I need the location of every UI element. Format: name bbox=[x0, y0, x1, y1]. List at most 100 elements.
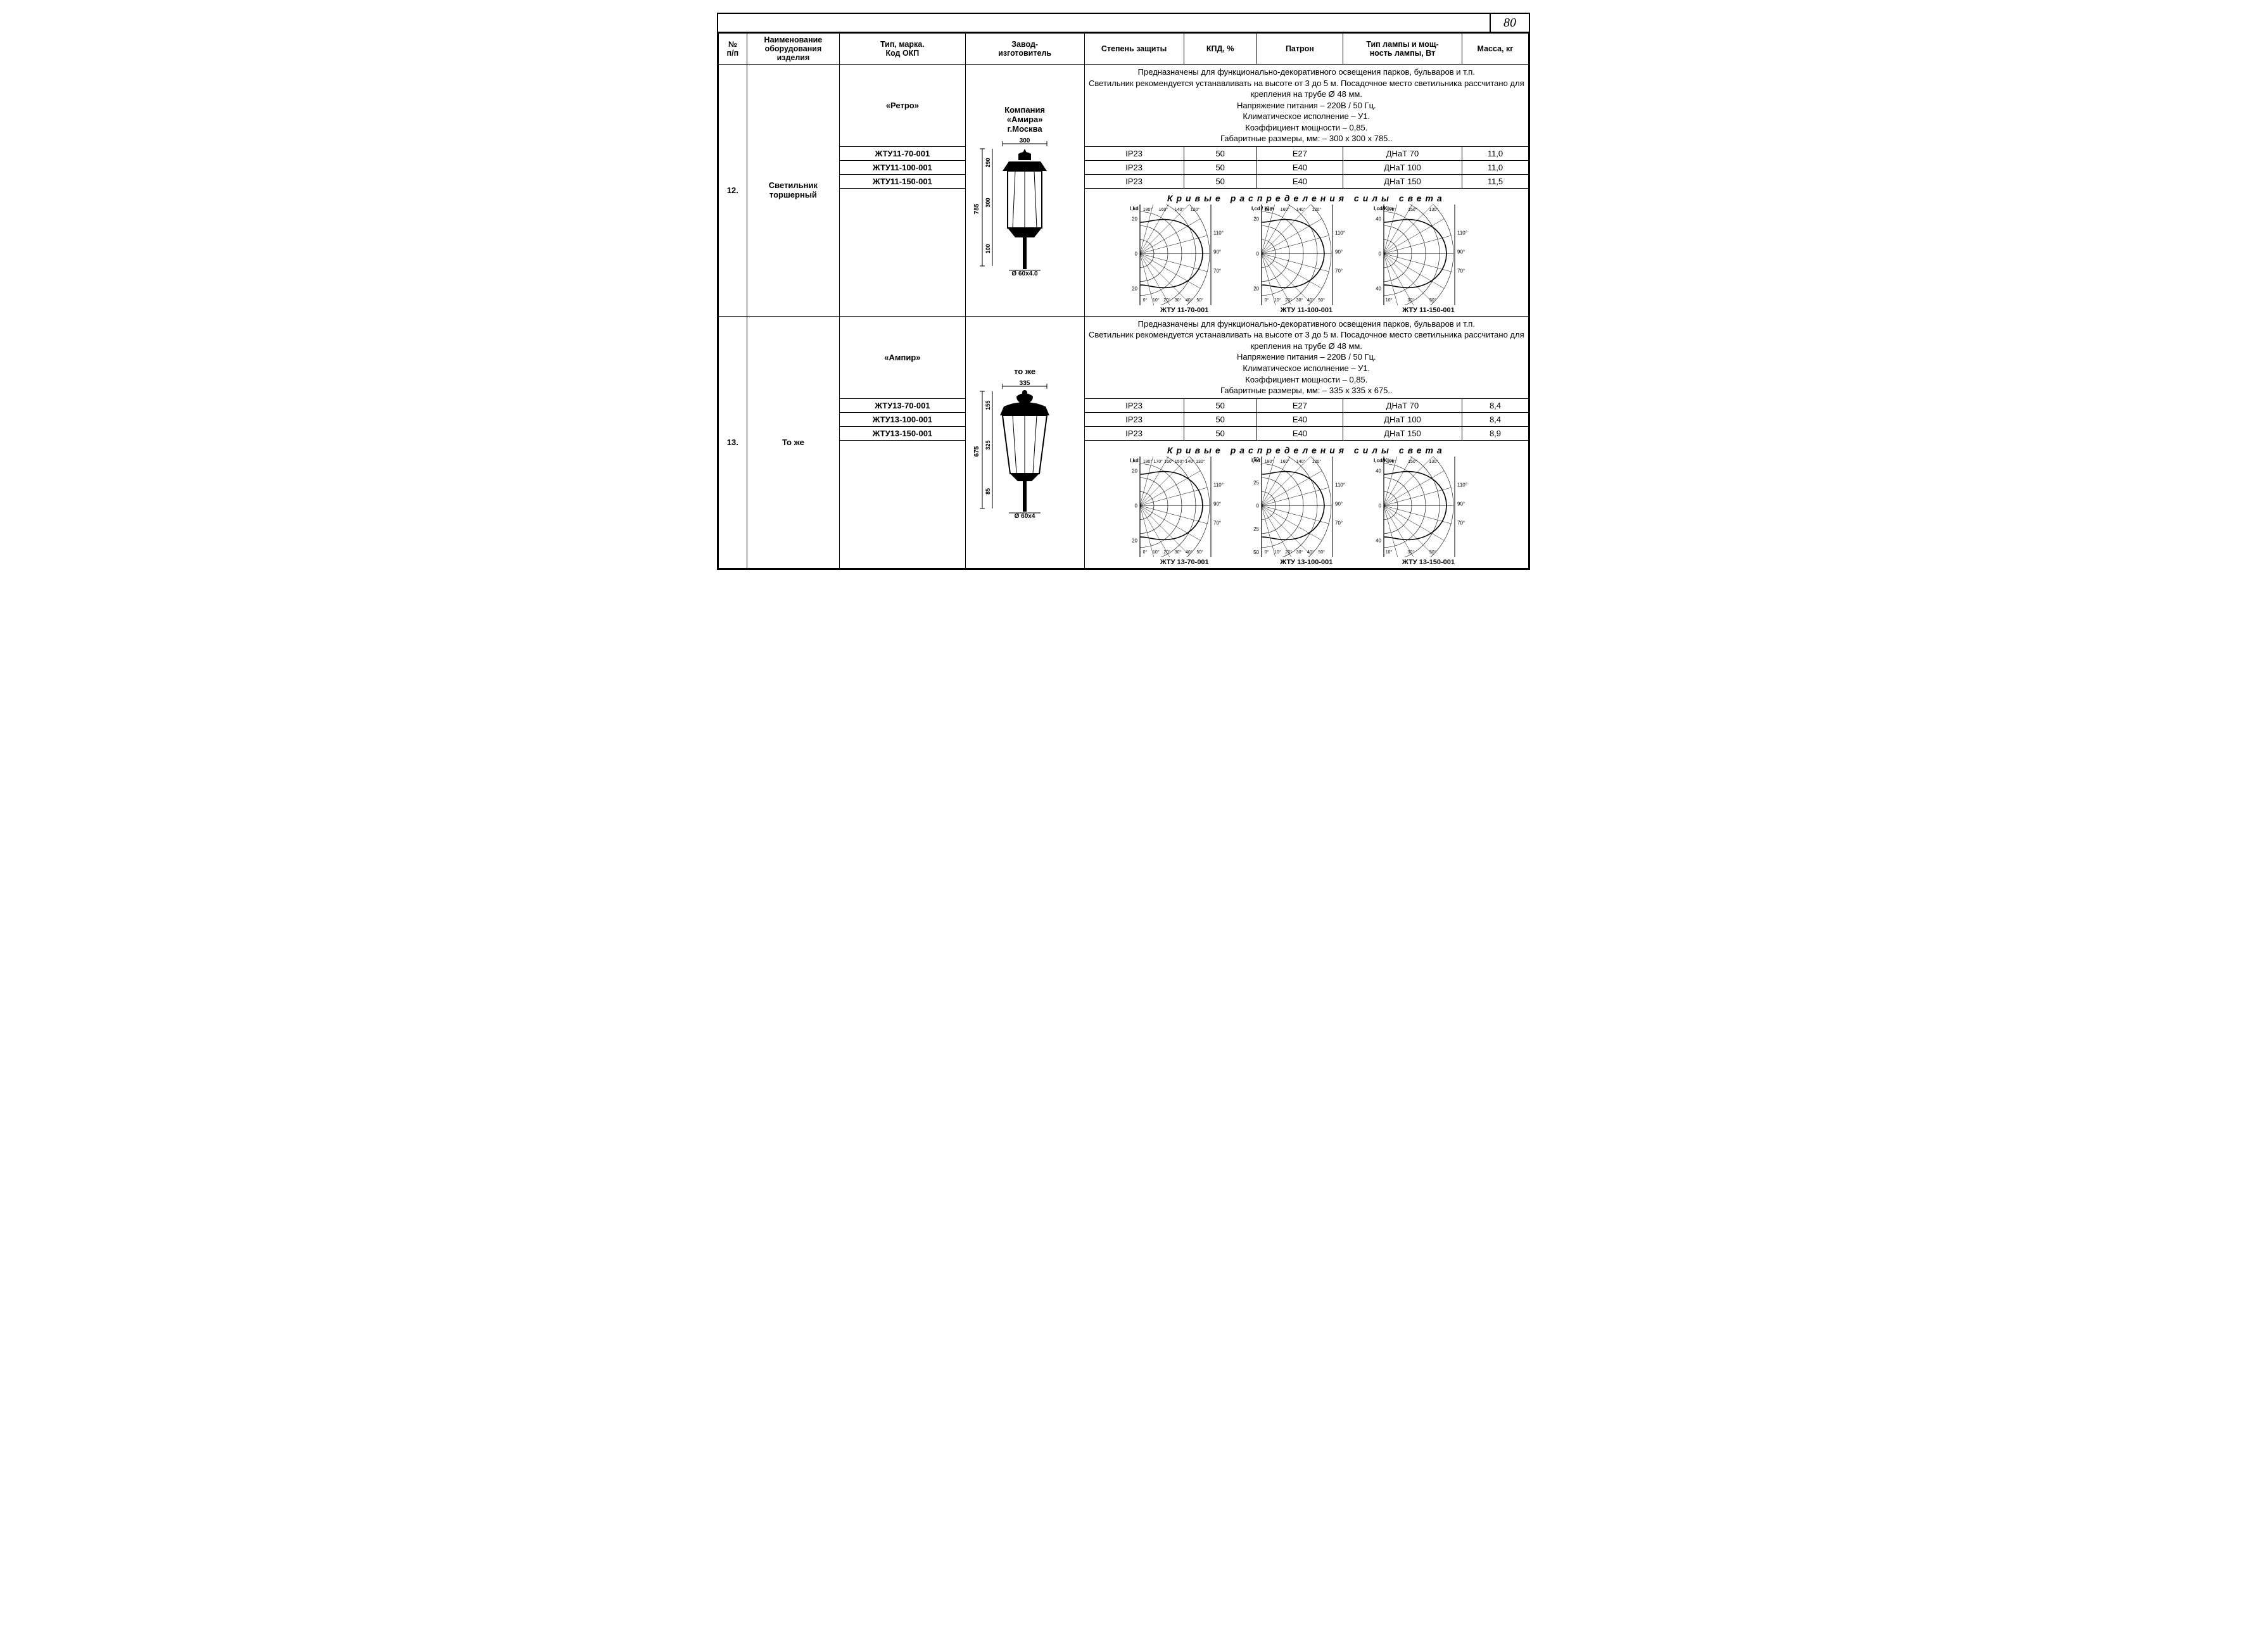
svg-text:170°: 170° bbox=[1387, 207, 1396, 212]
svg-text:40°: 40° bbox=[1186, 550, 1193, 555]
polar-wrap: I,kd 0252550507575180°160°140°120°110°90… bbox=[1250, 457, 1362, 566]
svg-text:25: 25 bbox=[1253, 479, 1259, 485]
svg-text:110°: 110° bbox=[1213, 482, 1224, 488]
svg-text:70°: 70° bbox=[1213, 520, 1221, 526]
cell-mfr-drawing: Компания«Амира»г.Москва 300 785 290 300 … bbox=[965, 65, 1084, 317]
svg-text:0°: 0° bbox=[1265, 550, 1269, 555]
polar-wrap: I,cd/Klm 040408080170°150°130°110°90°70°… bbox=[1372, 457, 1484, 566]
svg-text:130°: 130° bbox=[1196, 459, 1205, 464]
svg-text:290: 290 bbox=[985, 158, 991, 167]
svg-text:325: 325 bbox=[985, 440, 991, 450]
col-patron: Патрон bbox=[1256, 34, 1343, 65]
polar-caption: ЖТУ 13-150-001 bbox=[1372, 558, 1484, 566]
svg-text:150°: 150° bbox=[1174, 459, 1184, 464]
cell-kpd: 50 bbox=[1184, 174, 1256, 188]
polar-wrap: I,kd 020204040180°170°160°150°140°130°11… bbox=[1129, 457, 1241, 566]
svg-text:90°: 90° bbox=[1213, 249, 1221, 255]
svg-text:70°: 70° bbox=[1335, 268, 1343, 274]
cell-kpd: 50 bbox=[1184, 160, 1256, 174]
svg-text:25: 25 bbox=[1253, 526, 1259, 532]
svg-text:10°: 10° bbox=[1274, 550, 1281, 555]
cell-lamp: ДНаТ 150 bbox=[1343, 174, 1462, 188]
svg-text:0: 0 bbox=[1134, 251, 1137, 256]
cell-curves: Кривые распределения силы света I,kd 020… bbox=[1084, 440, 1528, 568]
svg-text:30°: 30° bbox=[1296, 298, 1303, 303]
cell-mass: 11,5 bbox=[1462, 174, 1528, 188]
cell-model-code: ЖТУ13-100-001 bbox=[840, 412, 965, 426]
cell-kpd: 50 bbox=[1184, 146, 1256, 160]
cell-brand: «Ретро» bbox=[840, 65, 965, 147]
item-desc-row: 12. Светильникторшерный «Ретро» Компания… bbox=[719, 65, 1529, 147]
svg-text:90°: 90° bbox=[1335, 249, 1343, 255]
cell-description: Предназначены для функционально-декорати… bbox=[1084, 65, 1528, 147]
svg-text:40: 40 bbox=[1376, 216, 1381, 222]
cell-mass: 8,9 bbox=[1462, 426, 1528, 440]
svg-text:110°: 110° bbox=[1335, 230, 1345, 236]
cell-kpd: 50 bbox=[1184, 398, 1256, 412]
svg-text:675: 675 bbox=[973, 446, 980, 457]
cell-mass: 11,0 bbox=[1462, 160, 1528, 174]
curves-row: Кривые распределения силы света I,kd 020… bbox=[719, 440, 1529, 568]
polar-wrap: I,cd / Klm 020204040180°160°140°120°110°… bbox=[1250, 205, 1362, 314]
svg-text:10°: 10° bbox=[1274, 298, 1281, 303]
svg-text:90°: 90° bbox=[1457, 249, 1465, 255]
cell-name: То же bbox=[747, 316, 839, 568]
cell-mass: 8,4 bbox=[1462, 398, 1528, 412]
cell-model-code: ЖТУ13-150-001 bbox=[840, 426, 965, 440]
cell-nn: 12. bbox=[719, 65, 747, 317]
cell-description: Предназначены для функционально-декорати… bbox=[1084, 316, 1528, 398]
svg-text:335: 335 bbox=[1020, 380, 1030, 387]
col-type: Тип, марка.Код ОКП bbox=[840, 34, 965, 65]
svg-text:50: 50 bbox=[1253, 549, 1259, 555]
model-row: ЖТУ13-70-001 IP23 50 E27 ДНаТ 70 8,4 bbox=[719, 398, 1529, 412]
col-nn: №п/п bbox=[719, 34, 747, 65]
polar-wrap: I,cd/Klm 040408080170°150°130°110°90°70°… bbox=[1372, 205, 1484, 314]
cell-ip: IP23 bbox=[1084, 412, 1184, 426]
cell-ip: IP23 bbox=[1084, 426, 1184, 440]
svg-text:70°: 70° bbox=[1457, 520, 1465, 526]
lantern-drawing: 300 785 290 300 100 Ø 60х4,0 bbox=[971, 136, 1079, 275]
svg-text:180°: 180° bbox=[1142, 207, 1152, 212]
curves-row: Кривые распределения силы света I,kd 020… bbox=[719, 188, 1529, 316]
svg-text:150°: 150° bbox=[1408, 207, 1417, 212]
svg-text:10°: 10° bbox=[1153, 550, 1160, 555]
col-mfr: Завод-изготовитель bbox=[965, 34, 1084, 65]
svg-text:I,kd: I,kd bbox=[1130, 458, 1139, 463]
svg-text:30°: 30° bbox=[1407, 550, 1414, 555]
svg-text:30°: 30° bbox=[1174, 298, 1181, 303]
svg-text:20°: 20° bbox=[1163, 550, 1170, 555]
svg-text:150°: 150° bbox=[1408, 459, 1417, 464]
svg-text:50°: 50° bbox=[1196, 298, 1203, 303]
svg-text:10°: 10° bbox=[1386, 550, 1393, 555]
svg-text:10°: 10° bbox=[1153, 298, 1160, 303]
cell-patron: E40 bbox=[1256, 174, 1343, 188]
svg-text:120°: 120° bbox=[1190, 207, 1199, 212]
svg-text:140°: 140° bbox=[1185, 459, 1194, 464]
svg-text:170°: 170° bbox=[1153, 459, 1163, 464]
cell-ip: IP23 bbox=[1084, 146, 1184, 160]
cell-curves: Кривые распределения силы света I,kd 020… bbox=[1084, 188, 1528, 316]
polar-wrap: I,kd 020204040180°160°140°120°110°90°70°… bbox=[1129, 205, 1241, 314]
col-name: Наименованиеоборудованияизделия bbox=[747, 34, 839, 65]
svg-text:0: 0 bbox=[1256, 503, 1260, 508]
polar-caption: ЖТУ 13-70-001 bbox=[1129, 558, 1241, 566]
svg-text:30°: 30° bbox=[1407, 298, 1414, 303]
svg-text:0: 0 bbox=[1378, 251, 1381, 256]
svg-text:140°: 140° bbox=[1296, 207, 1306, 212]
col-ip: Степень защиты bbox=[1084, 34, 1184, 65]
svg-text:110°: 110° bbox=[1457, 230, 1467, 236]
svg-text:20: 20 bbox=[1253, 286, 1259, 291]
svg-text:50°: 50° bbox=[1319, 550, 1326, 555]
svg-text:130°: 130° bbox=[1429, 459, 1438, 464]
polar-diagram: I,kd 020204040180°160°140°120°110°90°70°… bbox=[1129, 205, 1241, 305]
svg-text:160°: 160° bbox=[1158, 207, 1168, 212]
svg-text:10°: 10° bbox=[1386, 298, 1393, 303]
svg-text:160°: 160° bbox=[1281, 459, 1290, 464]
svg-text:110°: 110° bbox=[1457, 482, 1467, 488]
cell-lamp: ДНаТ 100 bbox=[1343, 160, 1462, 174]
svg-text:40: 40 bbox=[1376, 468, 1381, 474]
svg-text:50°: 50° bbox=[1196, 550, 1203, 555]
svg-text:50°: 50° bbox=[1429, 298, 1436, 303]
cell-type-empty bbox=[840, 188, 965, 316]
polar-diagram: I,cd/Klm 040408080170°150°130°110°90°70°… bbox=[1372, 457, 1484, 557]
